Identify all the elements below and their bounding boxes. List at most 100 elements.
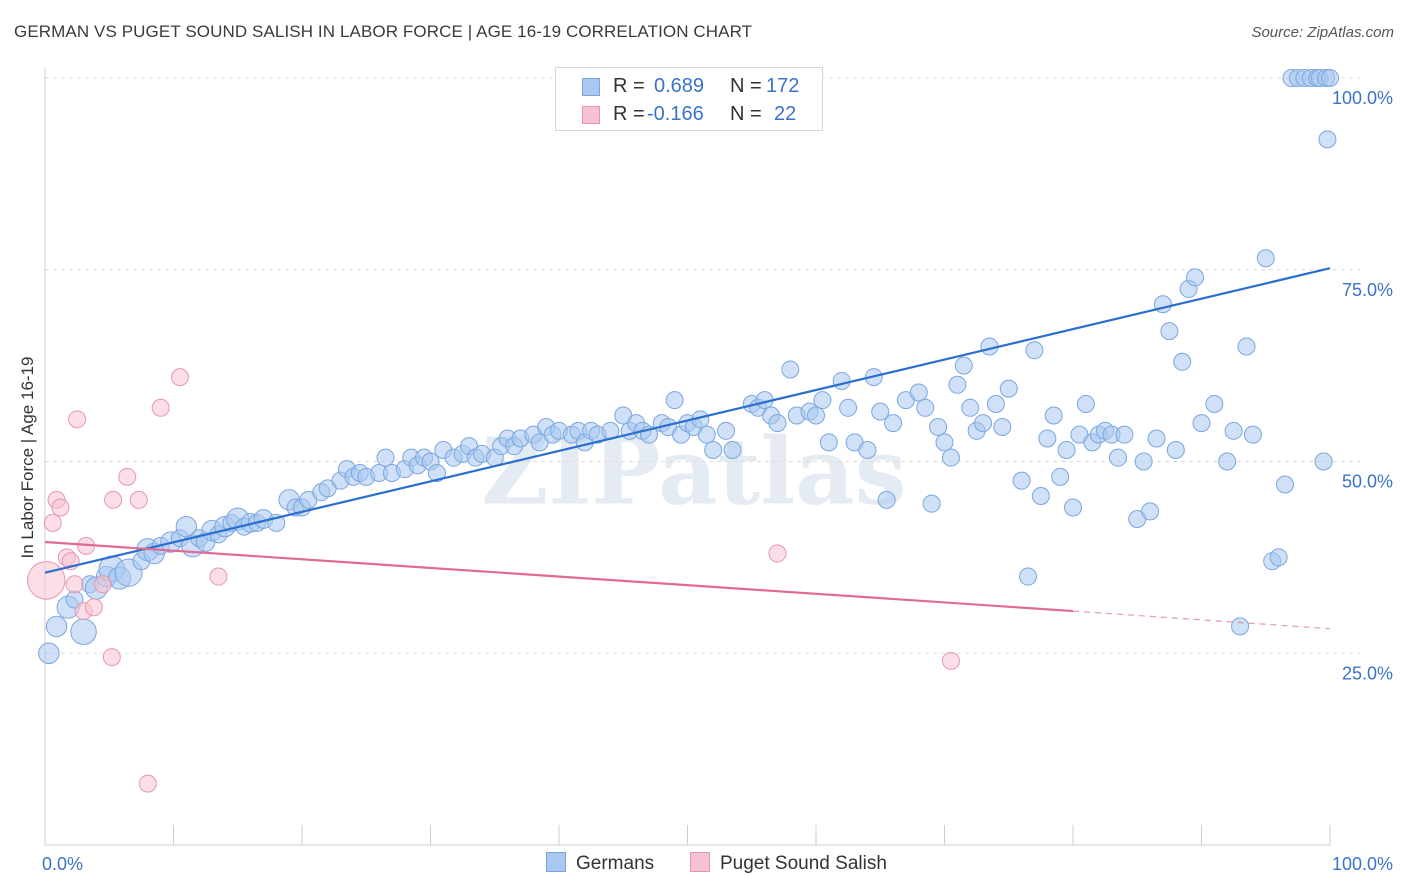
german-point xyxy=(38,642,60,664)
german-point xyxy=(871,402,890,421)
german-point xyxy=(948,375,967,394)
german-point xyxy=(993,417,1012,436)
y-tick-label: 50.0% xyxy=(1342,472,1393,492)
german-point xyxy=(723,440,742,459)
y-tick-label: 75.0% xyxy=(1342,280,1393,300)
germans-legend-label: Germans xyxy=(576,853,655,874)
german-point xyxy=(1321,69,1339,87)
salish-point xyxy=(151,398,170,417)
german-point xyxy=(1314,452,1333,471)
german-point xyxy=(697,425,716,444)
y-tick-label: 25.0% xyxy=(1342,663,1393,683)
german-point xyxy=(935,433,954,452)
german-point xyxy=(1205,394,1224,413)
german-point xyxy=(1141,502,1160,521)
german-point xyxy=(1057,440,1076,459)
salish-point xyxy=(941,651,960,670)
german-point xyxy=(941,448,960,467)
legend-row-germans: R = 0.689 N = 172 xyxy=(556,73,822,101)
salish-point xyxy=(129,490,148,509)
r-label: R = xyxy=(613,103,645,125)
chart-title: GERMAN VS PUGET SOUND SALISH IN LABOR FO… xyxy=(14,22,753,41)
germans-trend-line xyxy=(44,267,1331,574)
german-point xyxy=(922,494,941,513)
german-point xyxy=(1166,440,1185,459)
german-point xyxy=(877,490,896,509)
german-point xyxy=(768,414,787,433)
german-point xyxy=(974,414,993,433)
n-label: N = xyxy=(730,103,762,125)
salish-point xyxy=(43,513,62,532)
salish-point xyxy=(51,498,70,517)
germans-swatch xyxy=(582,78,600,96)
salish-point xyxy=(68,410,87,429)
german-point xyxy=(1192,414,1211,433)
german-point xyxy=(1276,475,1295,494)
german-point xyxy=(1243,425,1262,444)
german-point xyxy=(376,448,395,467)
german-point xyxy=(1134,452,1153,471)
german-point xyxy=(986,394,1005,413)
german-point xyxy=(45,615,68,638)
german-point xyxy=(1218,452,1237,471)
german-point xyxy=(1147,429,1166,448)
salish-legend-swatch xyxy=(690,852,710,872)
german-point xyxy=(813,391,832,410)
salish-trend-line xyxy=(44,540,1074,613)
salish-point xyxy=(170,368,189,387)
german-point xyxy=(1231,617,1250,636)
salish-n-value: 22 xyxy=(774,103,797,125)
german-point xyxy=(1108,448,1127,467)
german-point xyxy=(819,433,838,452)
german-point xyxy=(1025,341,1044,360)
bottom-legend-salish: Puget Sound Salish xyxy=(690,852,887,875)
salish-point xyxy=(93,575,112,594)
german-point xyxy=(427,464,446,483)
germans-n-value: 172 xyxy=(766,75,800,97)
german-point xyxy=(781,360,800,379)
salish-point xyxy=(138,774,157,793)
german-point xyxy=(858,440,877,459)
source-label: Source: ZipAtlas.com xyxy=(1251,24,1394,41)
salish-point xyxy=(102,648,121,667)
legend-row-salish: R = -0.166 N = 22 xyxy=(556,101,822,129)
bottom-legend-germans: Germans xyxy=(546,852,654,875)
german-point xyxy=(1173,352,1192,371)
germans-legend-swatch xyxy=(546,852,566,872)
german-point xyxy=(832,371,851,390)
y-tick-label: 100.0% xyxy=(1332,88,1393,108)
salish-swatch xyxy=(582,106,600,124)
german-point xyxy=(1012,471,1031,490)
german-point xyxy=(954,356,973,375)
german-point xyxy=(665,391,684,410)
german-point xyxy=(1237,337,1256,356)
german-point xyxy=(1269,548,1288,567)
salish-trend-extension xyxy=(1072,610,1331,630)
salish-r-value: -0.166 xyxy=(647,103,704,125)
r-label: R = xyxy=(613,75,645,97)
german-point xyxy=(704,440,723,459)
salish-point xyxy=(768,544,787,563)
german-point xyxy=(1051,467,1070,486)
german-point xyxy=(961,398,980,417)
german-point xyxy=(929,417,948,436)
german-point xyxy=(1044,406,1063,425)
salish-point xyxy=(65,575,84,594)
x-tick-label: 0.0% xyxy=(42,854,83,874)
german-point xyxy=(909,383,928,402)
salish-point xyxy=(209,567,228,586)
german-point xyxy=(1064,498,1082,517)
german-point xyxy=(839,398,858,417)
german-point xyxy=(1186,268,1205,287)
n-label: N = xyxy=(730,75,762,97)
x-tick-label: 100.0% xyxy=(1332,854,1393,874)
german-point xyxy=(1115,425,1134,444)
german-point xyxy=(1031,487,1050,506)
salish-point xyxy=(27,561,66,600)
german-point xyxy=(1160,322,1179,341)
german-point xyxy=(1318,130,1337,149)
german-point xyxy=(1019,567,1038,586)
german-point xyxy=(916,398,935,417)
salish-point xyxy=(84,598,103,617)
salish-point xyxy=(118,467,137,486)
